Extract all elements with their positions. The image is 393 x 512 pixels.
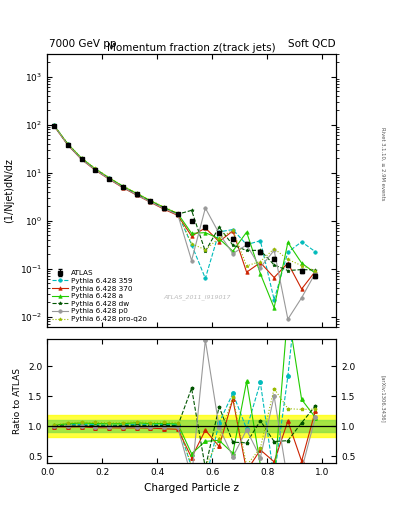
X-axis label: Charged Particle z: Charged Particle z (144, 483, 239, 493)
Text: Soft QCD: Soft QCD (288, 38, 336, 49)
Text: 7000 GeV pp: 7000 GeV pp (49, 38, 117, 49)
Bar (47, 420, 336, 432)
Legend: ATLAS, Pythia 6.428 359, Pythia 6.428 370, Pythia 6.428 a, Pythia 6.428 dw, Pyth: ATLAS, Pythia 6.428 359, Pythia 6.428 37… (51, 269, 148, 324)
Title: Momentum fraction z(track jets): Momentum fraction z(track jets) (107, 43, 276, 53)
Bar (47, 415, 336, 437)
Text: [arXiv:1306.3436]: [arXiv:1306.3436] (381, 375, 386, 423)
Text: ATLAS_2011_I919017: ATLAS_2011_I919017 (163, 294, 231, 300)
Y-axis label: Ratio to ATLAS: Ratio to ATLAS (13, 368, 22, 434)
Y-axis label: (1/Njet)dN/dz: (1/Njet)dN/dz (4, 158, 15, 223)
Text: Rivet 3.1.10, ≥ 2.9M events: Rivet 3.1.10, ≥ 2.9M events (381, 127, 386, 201)
